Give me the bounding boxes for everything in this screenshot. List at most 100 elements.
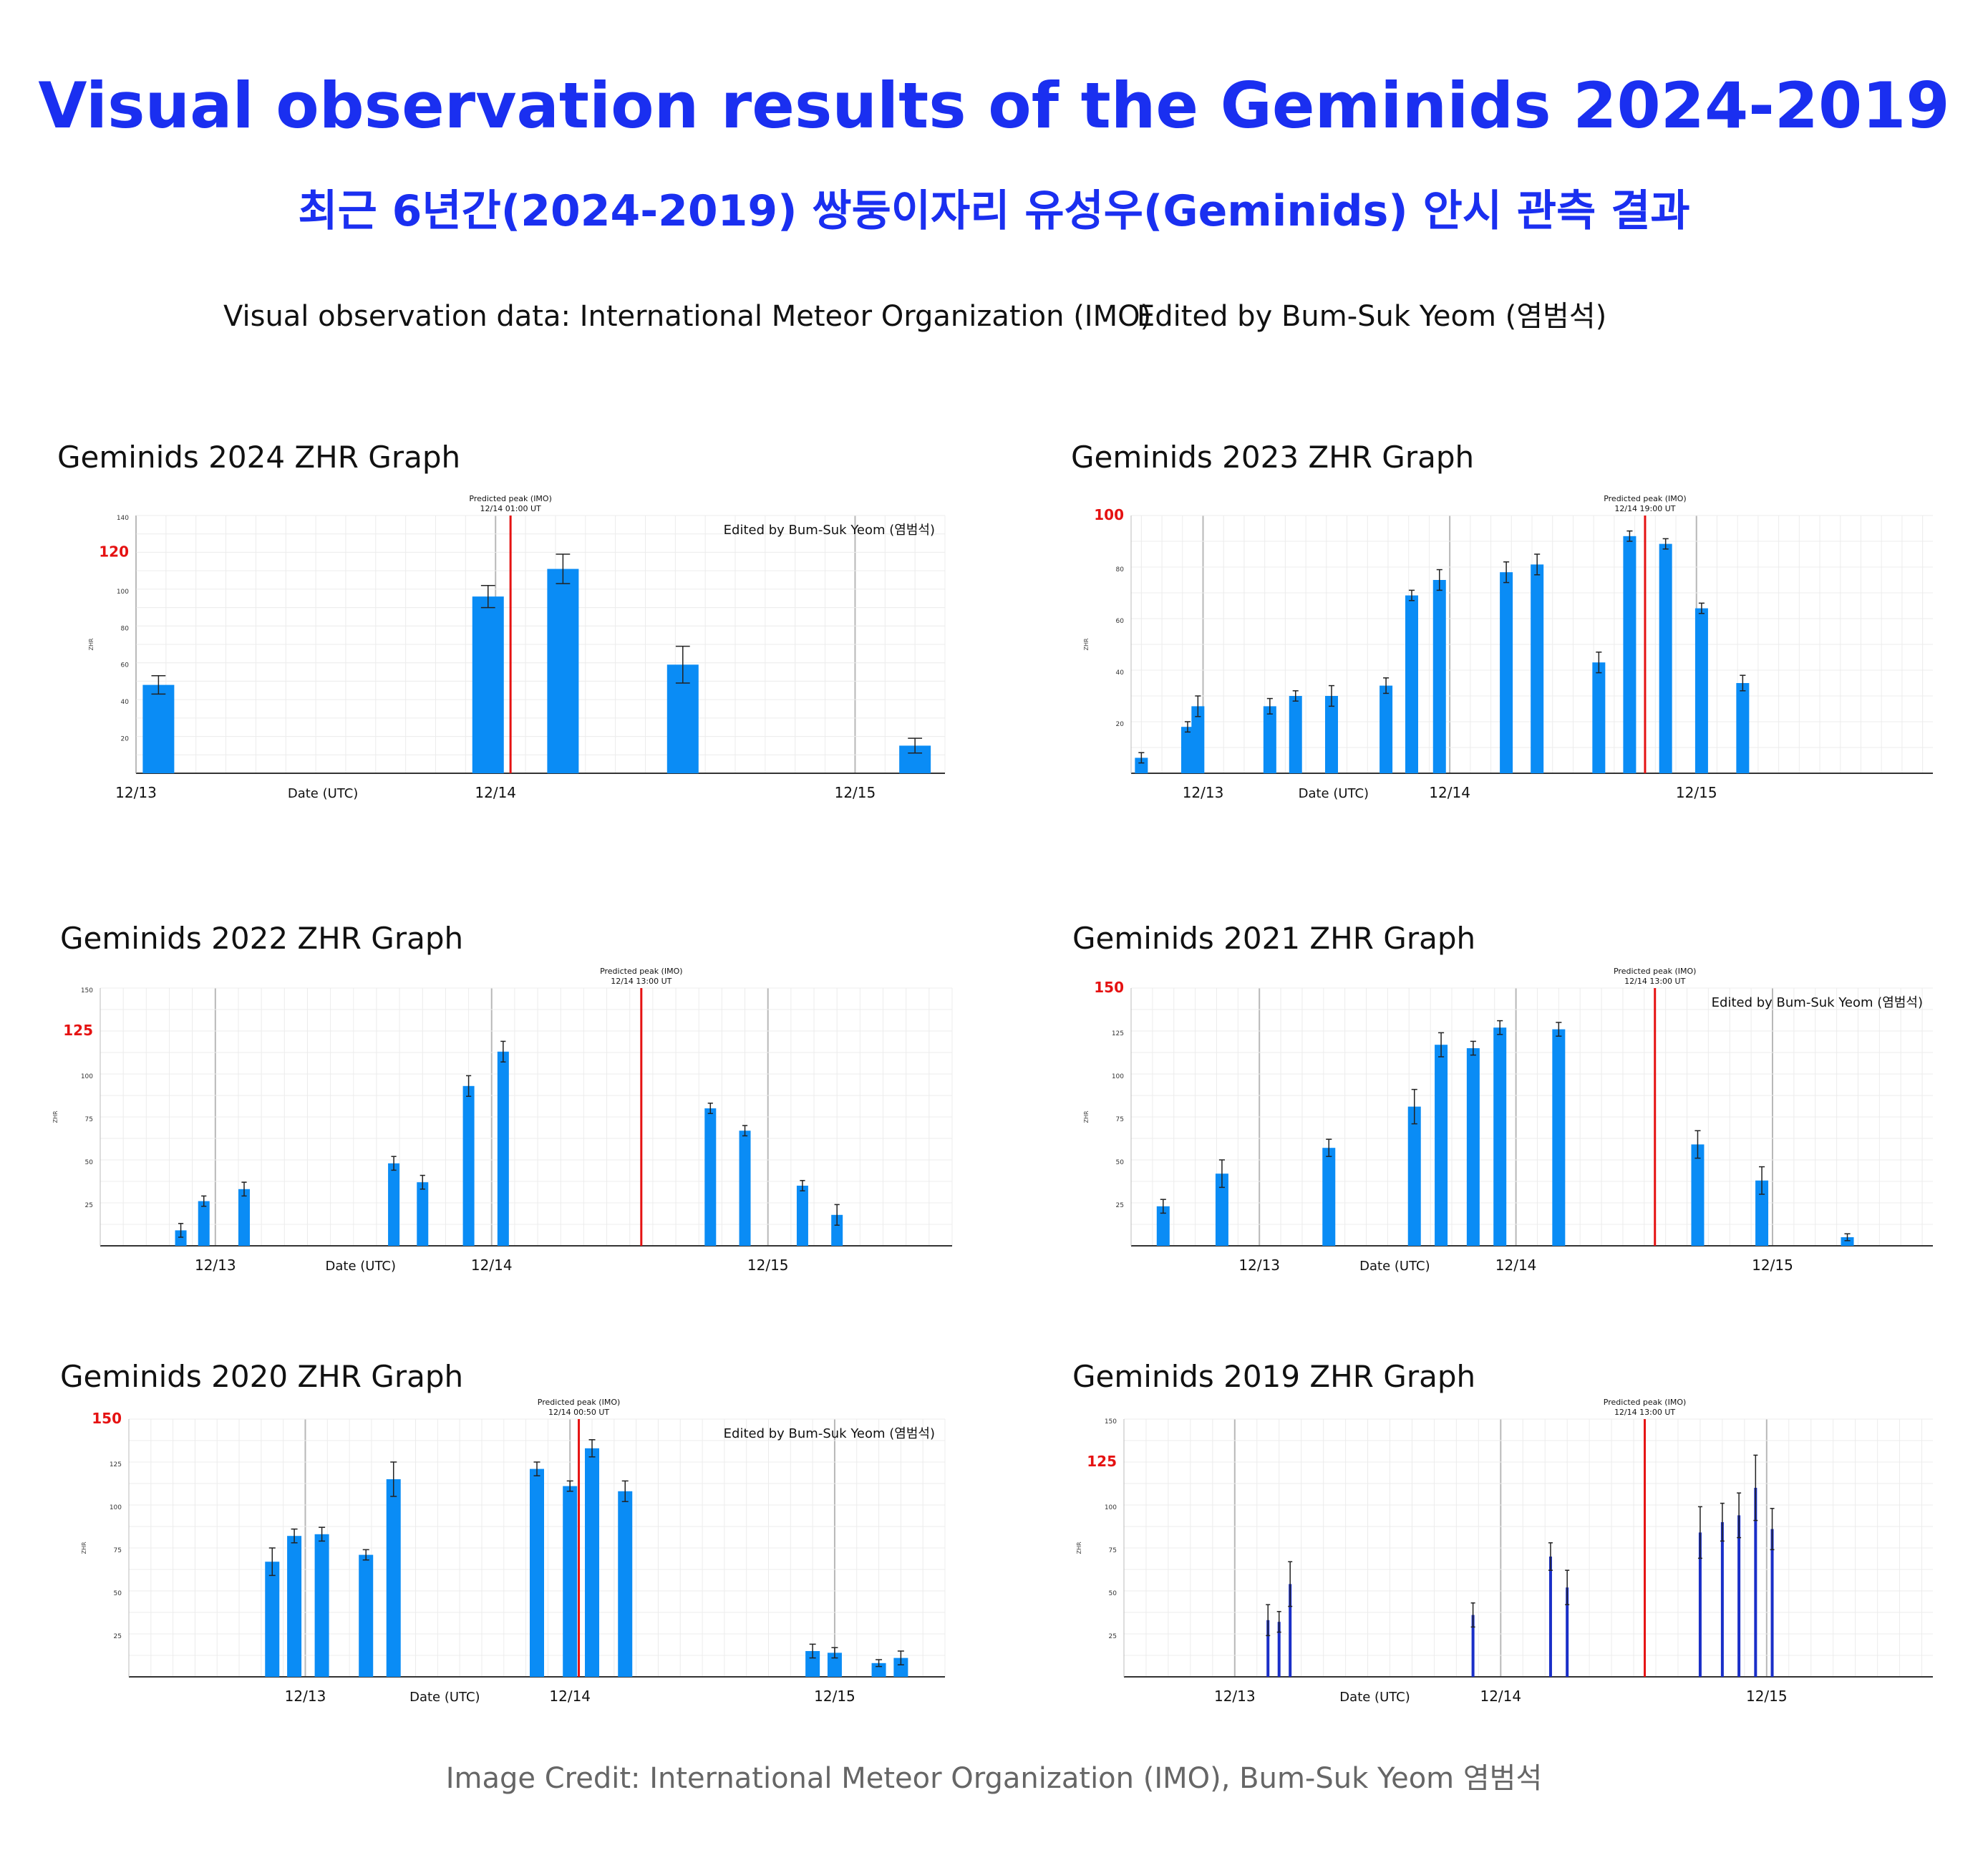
predicted-peak-label: Predicted peak (IMO) [1604, 494, 1686, 503]
zhr-bar [497, 1051, 509, 1246]
chart-title-2023: Geminids 2023 ZHR Graph [1071, 440, 1475, 475]
zhr-bar [796, 1186, 808, 1246]
y-tick-label: 60 [121, 662, 130, 669]
y-tick-label: 75 [114, 1547, 122, 1554]
y-tick-label: 150 [81, 987, 93, 995]
zhr-bar [739, 1131, 751, 1246]
zhr-bar [1552, 1029, 1566, 1246]
x-axis-label: Date (UTC) [1299, 786, 1369, 801]
zhr-bar [1466, 1048, 1480, 1246]
y-tick-label: 75 [1116, 1116, 1124, 1123]
zhr-bar [1191, 706, 1205, 773]
y-tick-label: 100 [1112, 1073, 1124, 1080]
zhr-bar [1322, 1148, 1336, 1246]
y-tick-label: 125 [63, 1022, 93, 1039]
zhr-bar [1435, 1045, 1448, 1246]
y-tick-label: 50 [1109, 1590, 1117, 1597]
zhr-bar [871, 1663, 886, 1677]
zhr-bar [314, 1534, 329, 1677]
zhr-bar [238, 1189, 251, 1246]
y-axis-label: ZHR [52, 1110, 59, 1123]
predicted-peak-label: Predicted peak (IMO) [600, 967, 682, 976]
y-tick-label: 25 [85, 1202, 93, 1209]
page-subtitle: 최근 6년간(2024-2019) 쌍둥이자리 유성우(Geminids) 안시… [298, 186, 1690, 236]
zhr-bar [547, 568, 579, 773]
x-axis-label: Date (UTC) [409, 1690, 480, 1705]
y-tick-label: 75 [85, 1116, 93, 1123]
x-axis-label: Date (UTC) [1359, 1259, 1430, 1274]
zhr-bar [1592, 662, 1606, 773]
zhr-bar [1548, 1557, 1552, 1677]
y-axis-label: ZHR [81, 1542, 87, 1554]
zhr-bar [1493, 1027, 1507, 1246]
y-tick-label: 125 [1087, 1453, 1117, 1470]
y-tick-label: 50 [114, 1590, 122, 1597]
zhr-bar [1659, 543, 1672, 773]
zhr-bar [1380, 685, 1393, 773]
zhr-bar [1471, 1615, 1475, 1677]
x-tick-label: 12/13 [1214, 1688, 1256, 1705]
y-axis-label: ZHR [88, 638, 94, 650]
zhr-bar [1754, 1488, 1757, 1677]
zhr-bar [1694, 608, 1708, 773]
x-tick-label: 12/13 [115, 784, 157, 801]
y-tick-label: 150 [1094, 979, 1124, 996]
x-tick-label: 12/14 [1429, 784, 1470, 801]
predicted-peak-time: 12/14 13:00 UT [1624, 977, 1685, 986]
image-credit: Image Credit: International Meteor Organ… [445, 1762, 1543, 1795]
y-tick-label: 40 [121, 699, 130, 706]
grid-lines [1123, 1418, 1933, 1677]
editor-credit: Edited by Bum-Suk Yeom (염범석) [1137, 300, 1607, 333]
y-tick-label: 150 [92, 1410, 122, 1427]
x-tick-label: 12/13 [1238, 1257, 1280, 1274]
zhr-bar [1623, 536, 1637, 773]
chart-title-2019: Geminids 2019 ZHR Graph [1072, 1359, 1476, 1394]
zhr-bar [1770, 1529, 1774, 1677]
zhr-bar [563, 1486, 578, 1677]
zhr-bar [618, 1491, 633, 1677]
zhr-bar [417, 1182, 429, 1246]
zhr-bar [1720, 1522, 1724, 1677]
predicted-peak-time: 12/14 13:00 UT [1614, 1408, 1675, 1417]
grid-lines [100, 987, 953, 1246]
y-axis-label: ZHR [1083, 1110, 1090, 1123]
zhr-bar [1215, 1173, 1228, 1246]
predicted-peak-time: 12/14 19:00 UT [1614, 504, 1675, 513]
x-tick-label: 12/14 [549, 1688, 591, 1705]
x-tick-label: 12/13 [285, 1688, 326, 1705]
y-tick-label: 80 [121, 625, 130, 632]
zhr-bar [704, 1108, 717, 1246]
y-tick-label: 150 [1105, 1418, 1117, 1426]
x-tick-label: 12/14 [1495, 1257, 1537, 1274]
x-tick-label: 12/13 [195, 1257, 236, 1274]
zhr-bar [831, 1214, 843, 1246]
y-tick-label: 125 [110, 1461, 122, 1468]
zhr-bar [805, 1651, 820, 1677]
y-tick-label: 80 [1116, 566, 1125, 574]
zhr-bar [388, 1163, 400, 1246]
zhr-bar [287, 1536, 302, 1677]
zhr-bar [530, 1468, 544, 1677]
data-source-credit: Visual observation data: International M… [223, 300, 1152, 333]
predicted-peak-label: Predicted peak (IMO) [538, 1398, 620, 1407]
zhr-bar [1407, 1106, 1421, 1246]
predicted-peak-time: 12/14 13:00 UT [611, 977, 671, 986]
zhr-chart-2021: 252550507575100100125150ZHR12/1312/1412/… [1083, 967, 1933, 1274]
y-tick-label: 25 [1116, 1202, 1124, 1209]
y-tick-label: 75 [1109, 1547, 1117, 1554]
zhr-bar [175, 1230, 187, 1246]
zhr-bar [893, 1658, 908, 1677]
zhr-bar [1736, 683, 1750, 773]
zhr-bar [1405, 595, 1418, 773]
zhr-bar [1691, 1144, 1705, 1246]
x-tick-label: 12/15 [1676, 784, 1717, 801]
y-tick-label: 100 [110, 1504, 122, 1511]
zhr-bar [359, 1554, 374, 1677]
zhr-chart-2022: 252550507575100100125150ZHR12/1312/1412/… [52, 967, 953, 1274]
zhr-bar [142, 684, 175, 773]
y-tick-label: 50 [85, 1159, 94, 1166]
zhr-chart-2024: 2020404060608080100100120140ZHR12/1312/1… [88, 494, 946, 801]
y-tick-label: 40 [1116, 669, 1125, 677]
grid-lines [1130, 987, 1933, 1246]
zhr-bar [1266, 1620, 1270, 1677]
